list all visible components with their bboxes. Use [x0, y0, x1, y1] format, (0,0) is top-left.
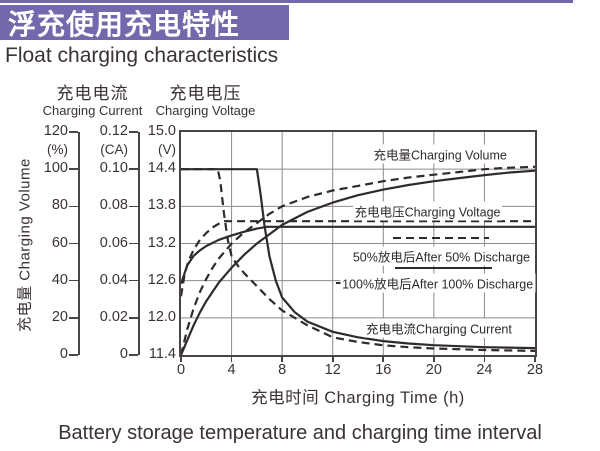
current-unit-label: (CA) — [100, 142, 128, 157]
volume-tick-label: 20 — [51, 308, 68, 325]
x-tick — [281, 357, 283, 362]
current-tick-label: 0.08 — [99, 197, 128, 214]
current-axis-tick — [129, 279, 138, 282]
volume-axis-tick — [69, 317, 78, 319]
x-tick-label: 20 — [425, 362, 442, 378]
voltage-tick-label: 12.0 — [147, 308, 176, 325]
x-tick — [331, 357, 334, 362]
voltage-tick-label: 13.2 — [147, 234, 176, 251]
voltage-unit-label: (V) — [158, 142, 176, 157]
volume-tick-label: 40 — [51, 271, 68, 288]
current-axis-line — [138, 132, 140, 355]
x-tick — [382, 357, 385, 362]
current-axis-tick — [129, 317, 138, 319]
annotation-label: 充电电压Charging Voltage — [352, 201, 503, 221]
curve-charging-volume-after-50pct-discharge — [181, 165, 535, 355]
x-tick — [433, 357, 435, 362]
current-tick-label: 0 — [119, 346, 128, 362]
x-tick — [534, 357, 536, 362]
annotation-label: 100%放电后After 100% Discharge — [340, 273, 536, 293]
curve-charging-current-after-100pct-discharge — [181, 168, 535, 350]
x-tick-label: 28 — [526, 362, 544, 378]
volume-axis-tick — [69, 354, 78, 356]
chart-annotations-layer: 充电量Charging Volume 充电电压Charging Voltage 50… — [181, 132, 536, 355]
current-axis-title-en: Charging Current — [42, 102, 143, 118]
x-axis-label: 充电时间 Charging Time (h) — [251, 389, 465, 407]
volume-unit-label: (%) — [47, 142, 68, 157]
curve-charging-volume-after-100pct-discharge — [181, 169, 535, 355]
annotation-label: 充电量Charging Volume — [371, 144, 509, 164]
x-tick — [180, 357, 182, 362]
x-tick — [483, 357, 486, 362]
x-tick-label: 0 — [176, 362, 186, 378]
volume-tick-label: 120 — [43, 123, 68, 139]
volume-axis-line — [78, 132, 80, 355]
volume-tick-label: 60 — [51, 234, 68, 251]
plot-area: 充电量Charging Volume 充电电压Charging Voltage 50… — [179, 130, 537, 357]
x-tick-label: 4 — [227, 362, 236, 378]
legend-line-dashed — [393, 236, 490, 240]
voltage-tick-label: 11.4 — [148, 346, 176, 362]
page-title-en: Float charging characteristics — [5, 44, 279, 67]
voltage-tick-label: 14.4 — [147, 160, 176, 177]
current-axis-tick — [129, 131, 138, 133]
current-axis-title-zh: 充电电流 — [56, 84, 129, 103]
current-tick-label: 0.06 — [99, 234, 128, 251]
voltage-axis-title-en: Charging Voltage — [155, 102, 256, 118]
voltage-tick-label: 15.0 — [147, 123, 176, 139]
volume-axis-tick — [69, 168, 78, 170]
volume-tick-label: 0 — [59, 346, 68, 362]
legend-line-solid — [394, 267, 492, 270]
voltage-tick-label: 12.6 — [147, 271, 176, 288]
annotation-label: 50%放电后After 50% Discharge — [350, 246, 533, 266]
annotation-label: 充电电流Charging Current — [363, 318, 514, 338]
voltage-axis-header: 充电电压 Charging Voltage — [143, 85, 268, 117]
current-axis-tick — [129, 168, 138, 170]
x-tick-label: 16 — [375, 362, 392, 378]
x-tick — [230, 357, 233, 362]
x-tick-label: 12 — [324, 362, 341, 378]
voltage-axis-title-zh: 充电电压 — [169, 84, 242, 103]
current-axis-tick — [129, 242, 138, 245]
x-tick-label: 8 — [278, 362, 287, 378]
volume-axis-tick — [69, 242, 78, 245]
x-tick-label: 24 — [476, 362, 493, 378]
volume-axis-tick — [69, 279, 78, 282]
current-tick-label: 0.10 — [99, 160, 128, 177]
volume-axis-tick — [69, 205, 78, 208]
current-axis-header: 充电电流 Charging Current — [30, 85, 155, 117]
title-banner: 浮充使用充电特性 — [0, 5, 289, 40]
current-axis-tick — [129, 205, 138, 208]
curve-charging-current-after-50pct-discharge — [181, 168, 535, 352]
curve-charging-voltage-after-100pct-discharge — [181, 225, 535, 285]
page-title-zh: 浮充使用充电特性 — [8, 8, 241, 40]
volume-axis-tick — [69, 131, 78, 133]
current-tick-label: 0.12 — [99, 123, 128, 139]
volume-tick-label: 100 — [43, 160, 68, 177]
current-tick-label: 0.04 — [99, 271, 128, 288]
current-axis-tick — [129, 354, 138, 356]
banner-underline — [0, 0, 573, 3]
bottom-caption: Battery storage temperature and charging… — [58, 422, 542, 444]
volume-tick-label: 80 — [51, 197, 68, 214]
current-tick-label: 0.02 — [99, 308, 128, 325]
voltage-tick-label: 13.8 — [147, 197, 176, 214]
